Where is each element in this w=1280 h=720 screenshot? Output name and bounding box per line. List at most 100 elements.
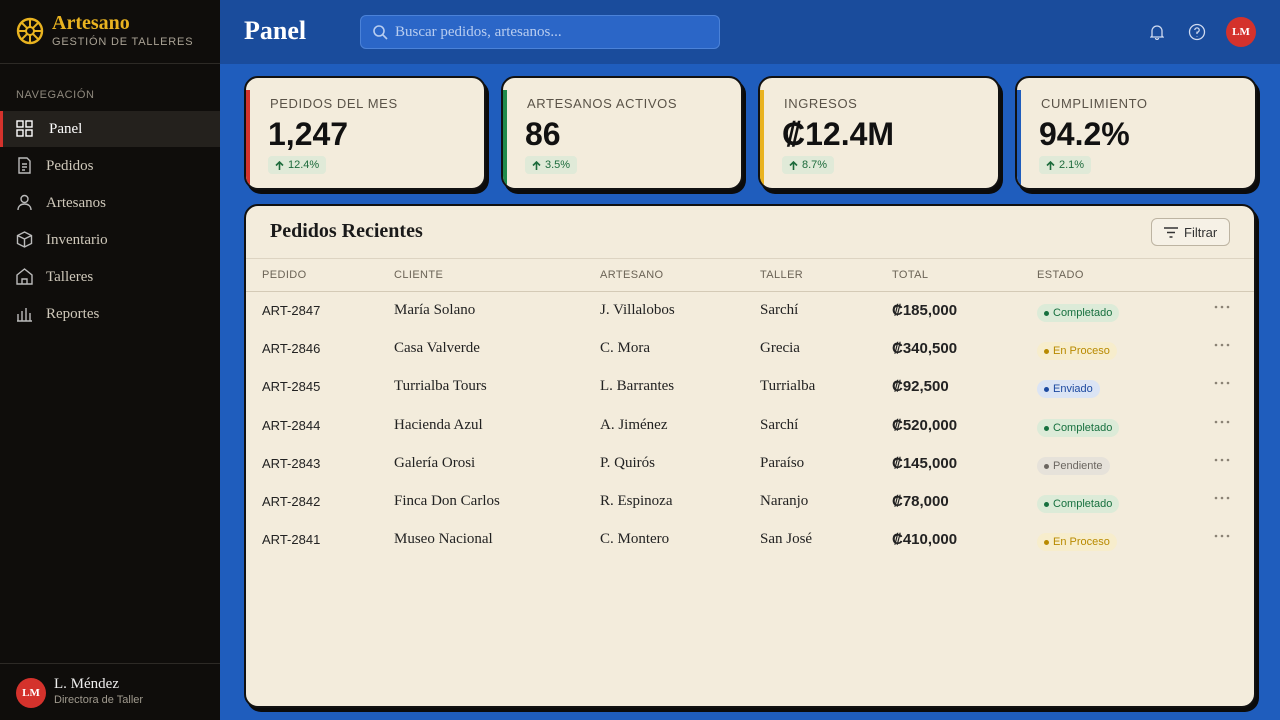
nav-item[interactable]: Inventario [0,222,220,258]
artisan: R. Espinoza [600,493,673,509]
stat-change: 3.5% [525,156,578,174]
row-menu[interactable] [1214,449,1230,467]
total: ₡340,500 [892,340,958,358]
nav-item[interactable]: Talleres [0,259,220,295]
brand-name: Artesano [52,12,130,34]
stat-strip [760,90,764,186]
row-menu[interactable] [1214,296,1230,314]
column-header: TALLER [760,269,804,281]
up-arrow [532,161,541,170]
nav-icon [17,194,32,211]
bell-icon[interactable] [1150,24,1164,40]
nav-item[interactable]: Artesanos [0,185,220,221]
page-title: Panel [244,16,307,45]
workshop: Sarchí [760,302,799,318]
user-role: Directora de Taller [54,694,144,706]
stat-label: CUMPLIMIENTO [1041,96,1148,111]
nav-item[interactable]: Pedidos [0,148,220,184]
row-menu[interactable] [1214,411,1230,429]
filter-icon [1164,227,1178,238]
up-arrow [1046,161,1055,170]
dots-icon [1214,496,1230,500]
up-arrow [789,161,798,170]
stat-label: INGRESOS [784,96,858,111]
row-menu[interactable] [1214,525,1230,543]
stat-card: INGRESOS ₡12.4M 8.7% [758,76,1000,190]
search-placeholder: Buscar pedidos, artesanos... [395,24,562,40]
row-menu[interactable] [1214,372,1230,390]
column-header: PEDIDO [262,269,307,281]
nav-icon [17,308,32,322]
artisan: C. Mora [600,340,650,357]
logo [16,17,44,45]
order-id: ART-2844 [262,417,321,433]
stat-change: 8.7% [782,156,835,174]
workshop: Paraíso [760,454,805,471]
artisan: C. Montero [600,531,670,548]
artisan: J. Villalobos [600,302,675,318]
brand-subtitle: GESTIÓN DE TALLERES [52,36,194,48]
stat-change: 12.4% [268,156,327,174]
artisan: P. Quirós [600,454,656,471]
order-id: ART-2843 [262,455,321,471]
artisan: A. Jiménez [600,416,668,433]
nav-item[interactable]: Reportes [0,296,220,332]
help-icon[interactable] [1188,23,1206,41]
dots-icon [1214,382,1230,385]
stat-change: 2.1% [1039,156,1092,174]
column-header: TOTAL [892,269,929,281]
workshop: Turrialba [760,378,816,395]
client: María Solano [394,302,476,318]
client: Finca Don Carlos [394,493,500,509]
sidebar: Artesano GESTIÓN DE TALLERES NAVEGACIÓN … [0,0,220,720]
nav-heading: NAVEGACIÓN [16,89,95,101]
stat-card: CUMPLIMIENTO 94.2% 2.1% [1015,76,1257,190]
user-name: L. Méndez [54,676,119,692]
client: Museo Nacional [394,531,493,548]
order-id: ART-2847 [262,303,321,318]
client: Hacienda Azul [394,416,483,433]
stat-value: 1,247 [268,116,349,152]
divider [246,291,1254,292]
orders-card: Pedidos Recientes Filtrar PEDIDO CLIENTE A… [244,204,1256,708]
artisan: L. Barrantes [600,378,675,395]
dots-icon [1214,534,1230,538]
dots-icon [1214,343,1230,347]
user-avatar[interactable]: LM [16,678,46,708]
divider [0,63,220,64]
filter-button[interactable]: Filtrar [1151,218,1230,246]
workshop: Grecia [760,340,800,357]
row-menu[interactable] [1214,487,1230,505]
workshop: Naranjo [760,493,809,509]
nav-label: Inventario [46,231,108,248]
stat-strip [1017,90,1021,186]
stat-card: ARTESANOS ACTIVOS 86 3.5% [501,76,743,190]
status-badge: Completado [1037,495,1120,513]
status-badge: Completado [1037,304,1120,322]
client: Casa Valverde [394,340,480,357]
divider [246,258,1254,259]
stat-value: 86 [525,116,561,152]
status-badge: En Proceso [1037,342,1117,361]
dots-icon [1214,305,1230,309]
total: ₡185,000 [892,302,958,319]
nav-label: Talleres [46,268,94,285]
column-header: ESTADO [1037,269,1084,281]
up-arrow [275,161,284,170]
nav-item[interactable]: Panel [0,111,220,147]
total: ₡145,000 [892,454,958,472]
client: Galería Orosi [394,454,476,471]
order-id: ART-2845 [262,379,321,395]
stat-label: ARTESANOS ACTIVOS [527,96,678,111]
search-icon [373,25,388,40]
workshop: San José [760,531,813,548]
total: ₡410,000 [892,531,958,549]
stat-value: ₡12.4M [782,116,895,152]
status-badge: Completado [1037,418,1120,437]
row-menu[interactable] [1214,334,1230,352]
nav-icon [16,268,33,285]
orders-title: Pedidos Recientes [270,220,423,242]
status-badge: En Proceso [1037,533,1117,552]
search-box[interactable]: Buscar pedidos, artesanos... [360,15,720,49]
header-avatar[interactable]: LM [1226,17,1256,47]
